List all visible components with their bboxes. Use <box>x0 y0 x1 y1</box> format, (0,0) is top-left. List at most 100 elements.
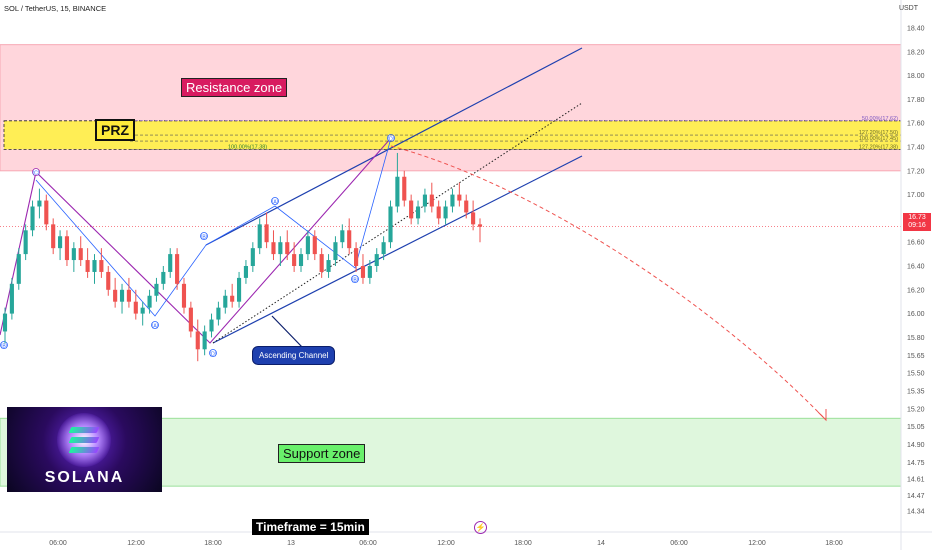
candle-body <box>230 295 235 302</box>
pattern-point-marker <box>209 349 217 357</box>
y-tick-label: 15.65 <box>907 353 925 360</box>
fib-level-label: 127.20%(17.50) <box>859 130 898 136</box>
candle-body <box>195 331 200 350</box>
symbol-title: SOL / TetherUS, 15, BINANCE <box>4 4 107 13</box>
fib-left-label: 100.00%(17.38) <box>228 144 267 150</box>
current-price-tag: 16.73 09:16 <box>903 213 931 231</box>
candle-body <box>168 254 173 272</box>
y-tick-label: 14.34 <box>907 509 925 516</box>
candle-body <box>443 206 448 219</box>
candle-body <box>209 319 214 332</box>
harmonic-pattern-outer <box>0 137 392 344</box>
candle-body <box>154 283 159 296</box>
candle-body <box>450 194 455 207</box>
candle-body <box>71 248 76 261</box>
pattern-point-label: (C) <box>33 170 40 176</box>
candle-body <box>92 260 97 272</box>
x-tick-label: 06:00 <box>359 540 377 547</box>
candle-body <box>347 230 352 249</box>
solana-bar-icon <box>68 437 100 443</box>
fib-level-label: 100.00%(17.45) <box>859 136 898 142</box>
candle-body <box>381 242 386 255</box>
candle-body <box>264 224 269 243</box>
x-tick-label: 12:00 <box>127 540 145 547</box>
fib-level-label: 50.00%(17.62) <box>862 116 898 122</box>
candle-body <box>477 224 483 227</box>
candle-body <box>216 307 221 320</box>
y-tick-label: 16.00 <box>907 311 925 318</box>
candle-body <box>298 254 304 266</box>
candle-body <box>278 242 283 255</box>
fib-level-label: 127.20%(17.38) <box>859 144 898 150</box>
y-tick-label: 16.20 <box>907 287 925 294</box>
y-tick-label: 17.60 <box>907 121 925 128</box>
pattern-point-label: (D) <box>210 351 217 357</box>
current-price-value: 16.73 <box>908 214 926 221</box>
candle-body <box>312 236 317 255</box>
channel-lower-line <box>212 155 583 344</box>
candle-body <box>271 242 276 255</box>
candle-body <box>236 277 242 302</box>
candle-body <box>333 242 338 261</box>
x-tick-label: 13 <box>287 540 295 547</box>
candle-body <box>457 194 462 201</box>
candle-body <box>464 200 469 213</box>
lightning-icon[interactable]: ⚡ <box>474 521 487 534</box>
candle-body <box>147 295 152 308</box>
y-tick-label: 17.00 <box>907 192 925 199</box>
candle-body <box>374 254 379 266</box>
candle-body <box>340 230 345 243</box>
y-tick-label: 18.00 <box>907 73 925 80</box>
candle-body <box>367 266 372 278</box>
y-tick-label: 15.05 <box>907 424 925 431</box>
y-tick-label: 15.20 <box>907 406 925 413</box>
candle-body <box>395 176 400 207</box>
pattern-point-marker <box>32 168 40 176</box>
candle-body <box>2 313 8 332</box>
pattern-point-label: (B) <box>352 277 359 283</box>
x-tick-label: 12:00 <box>748 540 766 547</box>
candle-body <box>85 260 90 272</box>
candle-body <box>429 194 434 207</box>
pattern-point-marker <box>351 275 359 283</box>
candle-body <box>202 331 207 350</box>
candle-body <box>436 206 441 219</box>
candle-body <box>106 271 111 290</box>
pattern-point-label: (A) <box>272 199 279 205</box>
candle-body <box>243 266 249 278</box>
pattern-point-label: (B) <box>1 343 8 349</box>
x-tick-label: 18:00 <box>204 540 222 547</box>
x-tick-label: 14 <box>597 540 605 547</box>
resistance-zone <box>0 44 902 172</box>
candle-body <box>326 260 331 272</box>
candle-body <box>257 224 262 249</box>
x-tick-label: 18:00 <box>514 540 532 547</box>
currency-label: USDT <box>898 5 918 12</box>
pattern-point-marker <box>151 321 159 329</box>
pattern-point-marker <box>271 197 279 205</box>
harmonic-pattern-inner <box>35 137 392 317</box>
pattern-point-label: (D) <box>388 136 395 142</box>
ascending-channel-callout: Ascending Channel <box>252 346 336 365</box>
candle-body <box>360 266 366 278</box>
candle-body <box>126 289 131 302</box>
x-tick-label: 18:00 <box>825 540 843 547</box>
y-tick-label: 17.80 <box>907 97 925 104</box>
candle-body <box>161 271 166 284</box>
resistance-zone-label: Resistance zone <box>181 78 288 97</box>
candle-body <box>471 212 476 225</box>
candle-body <box>402 176 407 201</box>
y-tick-label: 14.90 <box>907 442 925 449</box>
candle-body <box>119 289 125 302</box>
candle-body <box>305 236 310 255</box>
candle-body <box>188 307 193 332</box>
candle-body <box>409 200 414 219</box>
y-tick-label: 14.61 <box>907 477 925 484</box>
y-tick-label: 17.20 <box>907 168 925 175</box>
projection-arrow-icon <box>817 409 827 422</box>
pattern-point-marker <box>200 232 208 240</box>
y-tick-label: 17.40 <box>907 145 925 152</box>
candle-body <box>51 224 56 249</box>
candle-body <box>422 194 427 207</box>
candle-body <box>388 206 393 243</box>
